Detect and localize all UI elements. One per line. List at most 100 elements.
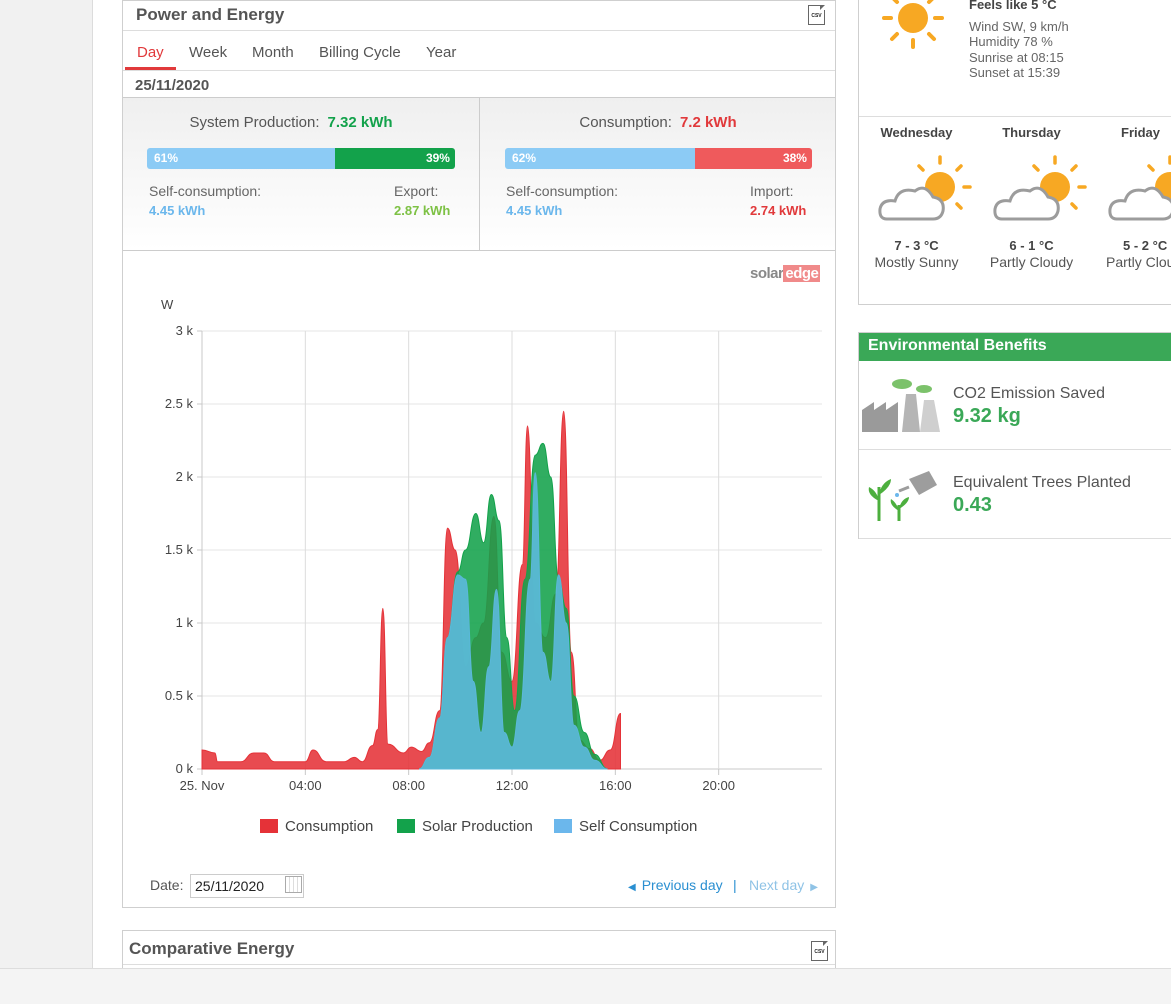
selected-date: 25/11/2020 (135, 77, 210, 94)
y-tick-label: 2.5 k (165, 396, 194, 411)
forecast-day-name: Friday (1121, 125, 1161, 140)
self-consumption-area (418, 472, 608, 770)
forecast-desc: Partly Cloudy (989, 254, 1074, 270)
trees-value: 0.43 (953, 494, 992, 516)
power-energy-panel: Power and Energy CSV Day Week Month Bill… (122, 0, 836, 908)
trees-row: Equivalent Trees Planted 0.43 (859, 451, 1171, 539)
tab-billing-cycle[interactable]: Billing Cycle (319, 44, 401, 61)
date-row: 25/11/2020 (123, 71, 835, 98)
forecast-temp: 7 - 3 °C (894, 238, 939, 253)
production-export-segment: 39% (334, 148, 455, 169)
partly-cloudy-icon (993, 155, 1087, 221)
divider (859, 116, 1171, 117)
tab-day[interactable]: Day (137, 44, 164, 61)
legend-swatch-self (554, 819, 572, 833)
next-day-link[interactable]: Next day ▶ (749, 877, 818, 893)
panel-title: Power and Energy (136, 5, 285, 24)
forecast-day-name: Wednesday (880, 125, 953, 140)
consumption-self-segment: 62% (505, 148, 696, 169)
x-tick-label: 12:00 (496, 778, 529, 793)
y-axis-label: W (161, 297, 174, 312)
divider (123, 964, 835, 965)
consumption-label: Consumption: (579, 114, 672, 131)
export: Export: 2.87 kWh (394, 183, 450, 218)
forecast-day: Thursday 6 - 1 °C Partly Cloudy (974, 125, 1089, 270)
consumption-area (201, 410, 621, 770)
energy-summary: System Production: 7.32 kWh 61% 39% Self-… (123, 98, 835, 251)
consumption-self-consumption: Self-consumption: 4.45 kWh (506, 183, 618, 218)
factory-icon (862, 379, 940, 432)
chart-area: solar edge 0 k 0.5 k 1 k 1.5 k 2 k 2.5 k 3 k 25.… (123, 251, 835, 851)
consumption-value: 7.2 kWh (679, 114, 737, 131)
forecast-day: Wednesday 7 - 3 °C Mostly Sunny (859, 125, 974, 270)
y-tick-label: 0 k (176, 761, 194, 776)
self-consumption-value: 4.45 kWh (506, 203, 563, 218)
export-value: 2.87 kWh (394, 203, 451, 218)
forecast-desc: Partly Clou (1106, 254, 1171, 270)
self-consumption-label: Self-consumption: (506, 183, 619, 199)
production-bar: 61% 39% (147, 148, 455, 169)
import: Import: 2.74 kWh (750, 183, 806, 218)
comparative-energy-panel: Comparative Energy CSV (122, 930, 836, 969)
partly-cloudy-icon (1108, 155, 1171, 221)
x-tick-label: 25. Nov (180, 778, 225, 793)
forecast-day: Friday 5 - 2 °C Partly Clou (1089, 125, 1171, 270)
production-label: System Production: (189, 114, 320, 131)
chevron-left-icon: ◀ (628, 882, 636, 893)
forecast-temp: 5 - 2 °C (1123, 238, 1168, 253)
humidity: Humidity 78 % (969, 34, 1053, 49)
self-consumption-value: 4.45 kWh (149, 203, 206, 218)
x-tick-label: 08:00 (392, 778, 425, 793)
import-label: Import: (750, 183, 794, 199)
sunset: Sunset at 15:39 (969, 65, 1061, 80)
production-self-consumption: Self-consumption: 4.45 kWh (149, 183, 261, 218)
y-tick-label: 2 k (176, 469, 194, 484)
summary-divider (479, 98, 480, 250)
power-chart[interactable]: 0 k 0.5 k 1 k 1.5 k 2 k 2.5 k 3 k 25. Nov 04:00 0… (123, 251, 835, 811)
watering-can-icon (868, 471, 937, 521)
legend-solar-production[interactable]: Solar Production (397, 818, 533, 836)
export-label: Export: (394, 183, 439, 199)
consumption-heading: Consumption: 7.2 kWh (480, 114, 836, 131)
wind: Wind SW, 9 km/h (969, 18, 1069, 34)
panel-header: Power and Energy CSV (123, 1, 835, 31)
y-tick-label: 3 k (176, 323, 194, 338)
production-value: 7.32 kWh (327, 114, 393, 131)
sunrise: Sunrise at 08:15 (969, 49, 1064, 65)
forecast-desc: Mostly Sunny (874, 254, 959, 270)
feels-like: Feels like 5 °C (969, 0, 1057, 12)
x-tick-label: 20:00 (702, 778, 735, 793)
legend-swatch-solar (397, 819, 415, 833)
solaredge-logo: solar edge (750, 265, 821, 282)
self-consumption-label: Self-consumption: (149, 183, 262, 199)
date-field-label: Date: (150, 877, 184, 893)
co2-label: CO2 Emission Saved (953, 385, 1106, 402)
production-self-segment: 61% (147, 148, 335, 169)
environmental-benefits-panel: Environmental Benefits CO2 Emission Save… (858, 332, 1171, 539)
co2-value: 9.32 kg (953, 405, 1021, 427)
consumption-summary: Consumption: 7.2 kWh 62% 38% Self-consump… (480, 98, 836, 250)
csv-export-icon[interactable]: CSV (808, 5, 825, 25)
calendar-icon[interactable] (285, 876, 302, 893)
chevron-right-icon: ▶ (810, 882, 818, 893)
csv-export-icon[interactable]: CSV (811, 941, 828, 961)
tab-week[interactable]: Week (189, 44, 228, 61)
nav-separator: | (733, 877, 737, 893)
active-tab-indicator (125, 67, 176, 70)
tab-month[interactable]: Month (252, 44, 294, 61)
import-value: 2.74 kWh (750, 203, 807, 218)
weather-panel: Feels like 5 °C Wind SW, 9 km/h Humidity… (858, 0, 1171, 305)
y-tick-label: 1 k (176, 615, 194, 630)
x-tick-label: 04:00 (289, 778, 322, 793)
production-heading: System Production: 7.32 kWh (113, 114, 469, 131)
tab-year[interactable]: Year (426, 44, 457, 61)
y-tick-label: 1.5 k (165, 542, 194, 557)
current-weather-details: Feels like 5 °C Wind SW, 9 km/h Humidity… (969, 0, 1069, 81)
legend-self-consumption[interactable]: Self Consumption (554, 818, 697, 836)
trees-label: Equivalent Trees Planted (953, 474, 1131, 491)
consumption-bar: 62% 38% (505, 148, 812, 169)
co2-row: CO2 Emission Saved 9.32 kg (859, 362, 1171, 450)
bottom-bar (0, 968, 1171, 1004)
legend-consumption[interactable]: Consumption (260, 818, 373, 836)
previous-day-link[interactable]: ◀ Previous day (628, 877, 723, 893)
